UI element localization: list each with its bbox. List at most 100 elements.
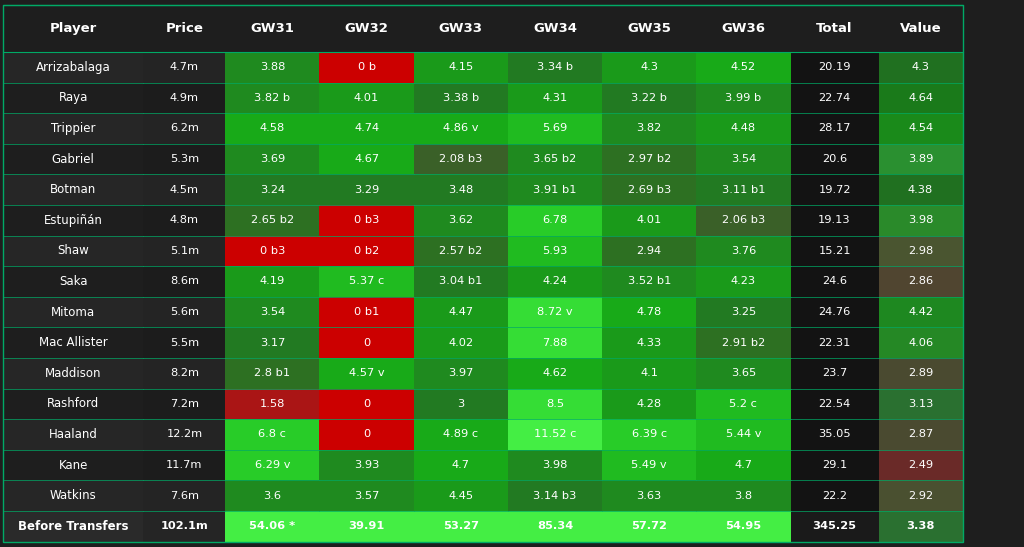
Text: 4.52: 4.52 bbox=[731, 62, 756, 72]
Text: 3.54: 3.54 bbox=[260, 307, 285, 317]
Text: 4.33: 4.33 bbox=[637, 337, 662, 348]
Bar bbox=[414, 236, 508, 266]
Bar bbox=[319, 113, 414, 144]
Text: 29.1: 29.1 bbox=[822, 460, 847, 470]
Text: Arrizabalaga: Arrizabalaga bbox=[36, 61, 111, 74]
Text: 39.91: 39.91 bbox=[348, 521, 385, 531]
Bar bbox=[225, 296, 319, 327]
Bar bbox=[414, 296, 508, 327]
Text: 11.52 c: 11.52 c bbox=[534, 429, 577, 439]
Text: 6.78: 6.78 bbox=[543, 216, 567, 225]
Bar bbox=[414, 52, 508, 83]
Bar bbox=[602, 266, 696, 296]
Text: 4.64: 4.64 bbox=[908, 93, 933, 103]
Bar bbox=[3, 174, 143, 205]
Bar bbox=[225, 266, 319, 296]
Bar bbox=[143, 83, 225, 113]
Bar bbox=[696, 511, 791, 542]
Bar bbox=[696, 480, 791, 511]
Text: 3.11 b1: 3.11 b1 bbox=[722, 185, 765, 195]
Bar bbox=[319, 450, 414, 480]
Bar bbox=[879, 5, 963, 52]
Bar bbox=[508, 450, 602, 480]
Bar bbox=[696, 205, 791, 236]
Text: 3.99 b: 3.99 b bbox=[725, 93, 762, 103]
Bar bbox=[602, 450, 696, 480]
Bar bbox=[791, 388, 879, 419]
Bar bbox=[879, 358, 963, 388]
Text: 6.2m: 6.2m bbox=[170, 124, 199, 133]
Text: GW34: GW34 bbox=[534, 22, 577, 35]
Text: 4.57 v: 4.57 v bbox=[349, 368, 384, 378]
Text: 57.72: 57.72 bbox=[631, 521, 668, 531]
Text: 24.76: 24.76 bbox=[818, 307, 851, 317]
Bar bbox=[602, 327, 696, 358]
Text: 3.6: 3.6 bbox=[263, 491, 282, 501]
Bar bbox=[879, 113, 963, 144]
Text: 7.6m: 7.6m bbox=[170, 491, 199, 501]
Text: 4.1: 4.1 bbox=[640, 368, 658, 378]
Text: 3: 3 bbox=[457, 399, 465, 409]
Text: Shaw: Shaw bbox=[57, 245, 89, 257]
Text: 3.88: 3.88 bbox=[260, 62, 285, 72]
Text: 4.86 v: 4.86 v bbox=[443, 124, 478, 133]
Text: 6.8 c: 6.8 c bbox=[258, 429, 287, 439]
Text: 3.13: 3.13 bbox=[908, 399, 933, 409]
Bar bbox=[508, 327, 602, 358]
Text: 2.87: 2.87 bbox=[908, 429, 933, 439]
Text: 3.48: 3.48 bbox=[449, 185, 473, 195]
Bar bbox=[143, 174, 225, 205]
Text: 1.58: 1.58 bbox=[260, 399, 285, 409]
Bar bbox=[319, 296, 414, 327]
Bar bbox=[508, 52, 602, 83]
Text: 54.95: 54.95 bbox=[725, 521, 762, 531]
Bar bbox=[791, 144, 879, 174]
Bar bbox=[696, 358, 791, 388]
Text: 4.5m: 4.5m bbox=[170, 185, 199, 195]
Text: 0: 0 bbox=[362, 337, 371, 348]
Bar bbox=[508, 5, 602, 52]
Text: 5.44 v: 5.44 v bbox=[726, 429, 761, 439]
Bar bbox=[696, 236, 791, 266]
Bar bbox=[791, 327, 879, 358]
Text: 22.31: 22.31 bbox=[818, 337, 851, 348]
Text: 4.02: 4.02 bbox=[449, 337, 473, 348]
Bar bbox=[508, 205, 602, 236]
Bar bbox=[143, 266, 225, 296]
Text: 5.49 v: 5.49 v bbox=[632, 460, 667, 470]
Bar bbox=[319, 266, 414, 296]
Text: 23.7: 23.7 bbox=[822, 368, 847, 378]
Text: Rashford: Rashford bbox=[47, 397, 99, 410]
Text: 4.45: 4.45 bbox=[449, 491, 473, 501]
Bar bbox=[143, 236, 225, 266]
Bar bbox=[791, 83, 879, 113]
Text: 3.25: 3.25 bbox=[731, 307, 756, 317]
Text: 0: 0 bbox=[362, 429, 371, 439]
Bar bbox=[508, 113, 602, 144]
Text: 5.3m: 5.3m bbox=[170, 154, 199, 164]
Bar bbox=[602, 296, 696, 327]
Text: 0 b2: 0 b2 bbox=[354, 246, 379, 256]
Text: Mac Allister: Mac Allister bbox=[39, 336, 108, 349]
Text: 28.17: 28.17 bbox=[818, 124, 851, 133]
Text: 20.19: 20.19 bbox=[818, 62, 851, 72]
Text: 345.25: 345.25 bbox=[813, 521, 856, 531]
Bar bbox=[414, 358, 508, 388]
Text: 35.05: 35.05 bbox=[818, 429, 851, 439]
Text: 2.57 b2: 2.57 b2 bbox=[439, 246, 482, 256]
Bar bbox=[791, 419, 879, 450]
Text: 4.54: 4.54 bbox=[908, 124, 933, 133]
Text: 24.6: 24.6 bbox=[822, 276, 847, 287]
Text: 4.3: 4.3 bbox=[911, 62, 930, 72]
Bar bbox=[696, 144, 791, 174]
Bar bbox=[602, 5, 696, 52]
Bar bbox=[143, 205, 225, 236]
Bar bbox=[602, 83, 696, 113]
Bar bbox=[602, 511, 696, 542]
Bar bbox=[225, 480, 319, 511]
Text: 3.82: 3.82 bbox=[637, 124, 662, 133]
Bar bbox=[319, 388, 414, 419]
Text: 3.91 b1: 3.91 b1 bbox=[534, 185, 577, 195]
Bar bbox=[879, 511, 963, 542]
Bar bbox=[3, 450, 143, 480]
